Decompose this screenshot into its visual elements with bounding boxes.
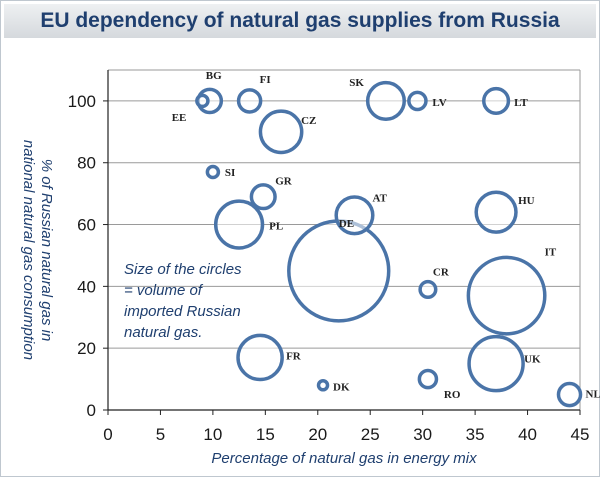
bubble-fi bbox=[236, 88, 263, 114]
bubble-si bbox=[205, 164, 221, 180]
y-tick-label: 20 bbox=[77, 339, 96, 358]
x-tick-label: 5 bbox=[156, 425, 165, 444]
x-tick-label: 15 bbox=[256, 425, 275, 444]
x-tick-label: 0 bbox=[103, 425, 112, 444]
x-tick-label: 35 bbox=[466, 425, 485, 444]
country-label-dk: DK bbox=[333, 381, 350, 393]
bubble-gr bbox=[249, 183, 277, 211]
bubble-hu bbox=[474, 190, 518, 234]
bubble-lt bbox=[482, 86, 511, 115]
bubble-de bbox=[287, 219, 391, 323]
bubble-it bbox=[466, 255, 547, 336]
bubble-ee bbox=[195, 93, 210, 109]
country-label-at: AT bbox=[372, 192, 387, 204]
size-note-line: imported Russian bbox=[124, 303, 241, 320]
x-axis-title: Percentage of natural gas in energy mix bbox=[211, 450, 477, 467]
x-tick-label: 25 bbox=[361, 425, 380, 444]
country-label-fr: FR bbox=[286, 350, 302, 362]
country-label-it: IT bbox=[545, 247, 557, 259]
x-tick-label: 40 bbox=[518, 425, 537, 444]
country-label-cr: CR bbox=[433, 266, 450, 278]
country-label-ee: EE bbox=[172, 112, 187, 124]
country-label-pl: PL bbox=[269, 221, 283, 233]
country-label-si: SI bbox=[225, 167, 235, 179]
y-tick-label: 80 bbox=[77, 154, 96, 173]
size-note-line: Size of the circles bbox=[124, 261, 242, 278]
chart-title: EU dependency of natural gas supplies fr… bbox=[40, 9, 560, 32]
y-tick-label: 40 bbox=[77, 277, 96, 296]
title-band: EU dependency of natural gas supplies fr… bbox=[4, 4, 596, 38]
country-label-sk: SK bbox=[349, 77, 364, 89]
y-tick-label: 0 bbox=[87, 401, 96, 420]
bubble-sk bbox=[365, 80, 406, 121]
bubble-ro bbox=[417, 368, 439, 390]
bubble-fr bbox=[236, 333, 284, 382]
bubble-dk bbox=[316, 379, 330, 392]
size-note-line: = volume of bbox=[124, 282, 204, 299]
bubble-pl bbox=[213, 199, 265, 250]
y-axis-title-line: % of Russian natural gas in bbox=[38, 159, 55, 342]
size-note: Size of the circles = volume of imported R… bbox=[124, 261, 242, 341]
x-tick-label: 10 bbox=[203, 425, 222, 444]
y-tick-label: 100 bbox=[68, 92, 96, 111]
country-label-lv: LV bbox=[432, 97, 446, 109]
y-axis-title: % of Russian natural gas innational natu… bbox=[20, 140, 55, 360]
bubble-uk bbox=[467, 334, 525, 393]
country-label-gr: GR bbox=[275, 176, 293, 188]
country-label-de: DE bbox=[339, 218, 354, 230]
x-tick-label: 45 bbox=[571, 425, 590, 444]
bubble-at bbox=[334, 195, 375, 236]
country-label-bg: BG bbox=[206, 70, 222, 82]
size-note-line: natural gas. bbox=[124, 324, 202, 341]
country-label-fi: FI bbox=[260, 74, 271, 86]
bubble-lv bbox=[407, 90, 428, 112]
country-label-lt: LT bbox=[514, 97, 528, 109]
country-label-hu: HU bbox=[518, 195, 535, 207]
bubble-nl bbox=[556, 381, 583, 408]
bubble-cr bbox=[418, 279, 438, 300]
country-label-ro: RO bbox=[444, 389, 461, 401]
country-label-cz: CZ bbox=[301, 115, 316, 127]
country-label-nl: NL bbox=[586, 389, 600, 401]
x-tick-label: 20 bbox=[308, 425, 327, 444]
y-tick-label: 60 bbox=[77, 216, 96, 235]
bubble-cz bbox=[258, 109, 304, 155]
x-tick-label: 30 bbox=[413, 425, 432, 444]
country-label-uk: UK bbox=[524, 354, 541, 366]
y-axis-title-line: national natural gas consumption bbox=[20, 140, 37, 360]
